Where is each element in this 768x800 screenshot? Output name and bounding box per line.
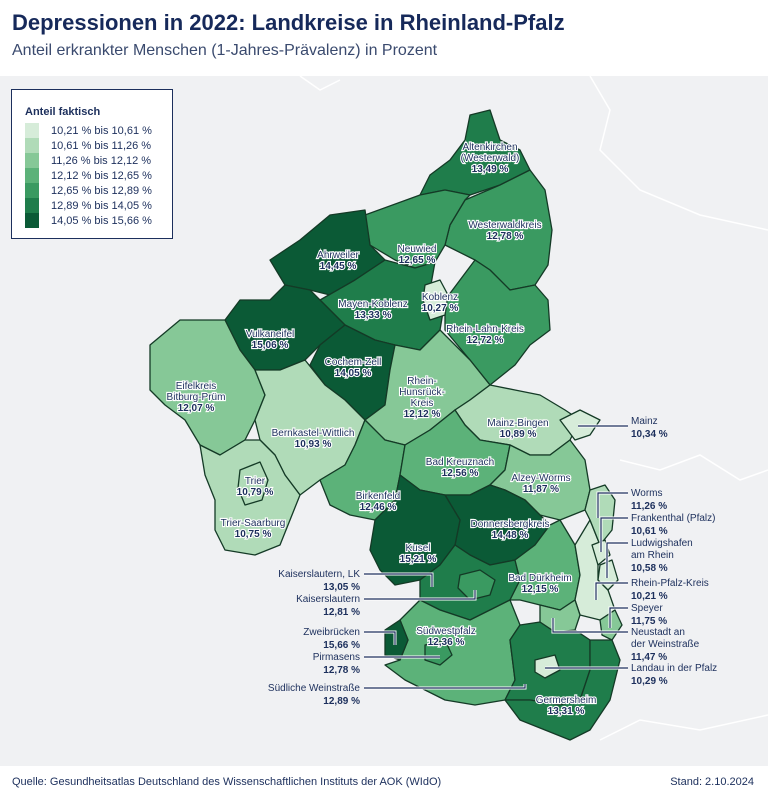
source-note: Quelle: Gesundheitsatlas Deutschland des… <box>12 776 442 788</box>
map-legend: Anteil faktisch 10,21 % bis 10,61 % 10,6… <box>11 89 173 239</box>
page-subtitle: Anteil erkrankter Menschen (1-Jahres-Prä… <box>12 42 438 59</box>
footer: Quelle: Gesundheitsatlas Deutschland des… <box>0 766 768 800</box>
legend-item: 10,21 % bis 10,61 % <box>25 123 152 138</box>
district-neuwied[interactable] <box>364 189 471 269</box>
svg-text:Altenkirchen(Westerwald)13,49: Altenkirchen (Westerwald) 13,49 % <box>461 142 520 175</box>
district-koblenz[interactable] <box>422 279 449 321</box>
legend-item: 12,89 % bis 14,05 % <box>25 198 152 213</box>
district-eifelkreis[interactable] <box>149 319 266 456</box>
legend-swatch <box>25 183 39 198</box>
leader-lines <box>364 424 628 690</box>
choropleth-map: Altenkirchen (Westerwald) 13,49 % Westerwa… <box>149 76 768 741</box>
legend-item: 10,61 % bis 11,26 % <box>25 138 151 153</box>
legend-swatch <box>25 198 39 213</box>
legend-swatch <box>25 138 39 153</box>
outside-labels-left: Kaiserslautern, LK 13,05 % Kaiserslautern… <box>268 569 361 707</box>
page-title: Depressionen in 2022: Landkreise in Rhei… <box>12 10 565 35</box>
district-neustadt[interactable] <box>539 599 581 633</box>
outside-labels-right: Mainz 10,34 % Worms 11,26 % Frankenthal (P… <box>631 416 717 687</box>
legend-swatch <box>25 213 39 228</box>
district-worms[interactable] <box>584 484 616 546</box>
district-kaiserslautern[interactable] <box>457 569 496 601</box>
legend-swatch <box>25 168 39 183</box>
svg-text:Frankenthal (Pfalz)10,61 %: Frankenthal (Pfalz) 10,61 % <box>631 513 715 537</box>
legend-item: 11,26 % bis 12,12 % <box>25 153 151 168</box>
legend-item: 12,12 % bis 12,65 % <box>25 168 152 183</box>
date-note: Stand: 2.10.2024 <box>670 776 754 788</box>
legend-swatch <box>25 123 39 138</box>
legend-item: 14,05 % bis 15,66 % <box>25 213 152 228</box>
legend-title: Anteil faktisch <box>25 106 101 118</box>
neighbor-borders <box>299 76 768 741</box>
legend-swatch <box>25 153 39 168</box>
inner-labels: Altenkirchen (Westerwald) 13,49 % Westerwa… <box>165 141 597 718</box>
header: Depressionen in 2022: Landkreise in Rhei… <box>0 0 768 76</box>
legend-item: 12,65 % bis 12,89 % <box>25 183 152 198</box>
district-trier[interactable] <box>237 461 269 506</box>
